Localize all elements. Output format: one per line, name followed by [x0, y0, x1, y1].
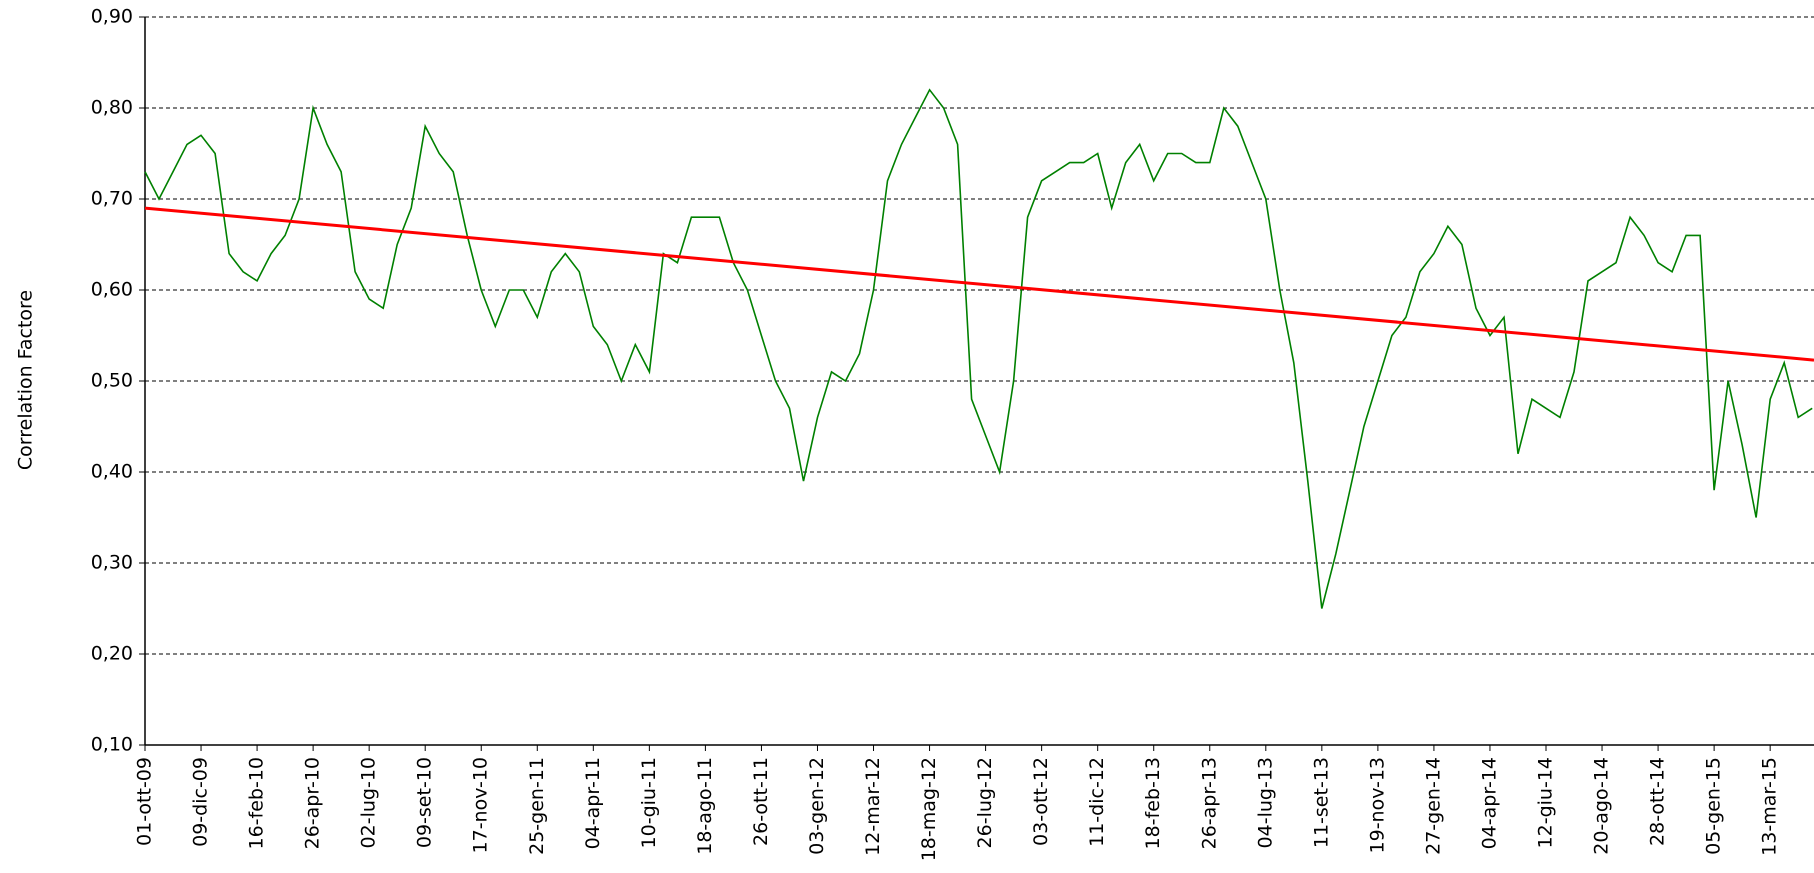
- x-tick-label: 11-dic-12: [1086, 757, 1108, 847]
- x-tick-label: 18-mag-12: [918, 757, 940, 861]
- y-tick-label: 0,70: [91, 188, 133, 210]
- x-tick-label: 05-gen-15: [1703, 757, 1725, 855]
- y-tick-label: 0,10: [91, 734, 133, 756]
- x-tick-label: 09-dic-09: [190, 757, 212, 847]
- y-tick-label: 0,60: [91, 279, 133, 301]
- y-tick-label: 0,90: [91, 6, 133, 28]
- y-tick-label: 0,40: [91, 461, 133, 483]
- x-tick-label: 10-giu-11: [638, 757, 660, 848]
- x-tick-label: 04-apr-14: [1478, 757, 1500, 849]
- x-tick-label: 18-ago-11: [694, 757, 716, 855]
- x-tick-label: 04-apr-11: [582, 757, 604, 849]
- x-tick-label: 04-lug-13: [1254, 757, 1276, 848]
- x-tick-label: 03-gen-12: [806, 757, 828, 855]
- x-tick-label: 12-mar-12: [862, 757, 884, 856]
- x-tick-label: 16-feb-10: [246, 757, 268, 850]
- x-tick-label: 20-ago-14: [1591, 757, 1613, 855]
- x-tick-label: 25-gen-11: [526, 757, 548, 855]
- y-axis-label: Correlation Factore: [15, 290, 37, 470]
- x-tick-label: 12-giu-14: [1535, 757, 1557, 848]
- y-tick-label: 0,20: [91, 643, 133, 665]
- x-tick-label: 03-ott-12: [1030, 757, 1052, 846]
- x-tick-label: 01-ott-09: [134, 757, 156, 846]
- x-tick-label: 27-gen-14: [1422, 757, 1444, 855]
- y-tick-label: 0,50: [91, 370, 133, 392]
- x-tick-label: 28-ott-14: [1647, 757, 1669, 846]
- x-tick-label: 09-set-10: [414, 757, 436, 848]
- x-tick-label: 13-mar-15: [1759, 757, 1781, 856]
- x-tick-label: 18-feb-13: [1142, 757, 1164, 850]
- trend-line: [144, 206, 1814, 362]
- data-line: [144, 88, 1813, 609]
- y-tick-label: 0,30: [91, 552, 133, 574]
- x-tick-label: 26-ott-11: [750, 757, 772, 846]
- x-tick-label: 26-apr-13: [1198, 757, 1220, 849]
- x-tick-label: 11-set-13: [1310, 757, 1332, 848]
- y-tick-label: 0,80: [91, 97, 133, 119]
- x-tick-label: 26-lug-12: [974, 757, 996, 848]
- x-tick-label: 02-lug-10: [358, 757, 380, 848]
- x-tick-label: 26-apr-10: [302, 757, 324, 849]
- x-tick-label: 17-nov-10: [470, 757, 492, 853]
- x-tick-label: 19-nov-13: [1366, 757, 1388, 853]
